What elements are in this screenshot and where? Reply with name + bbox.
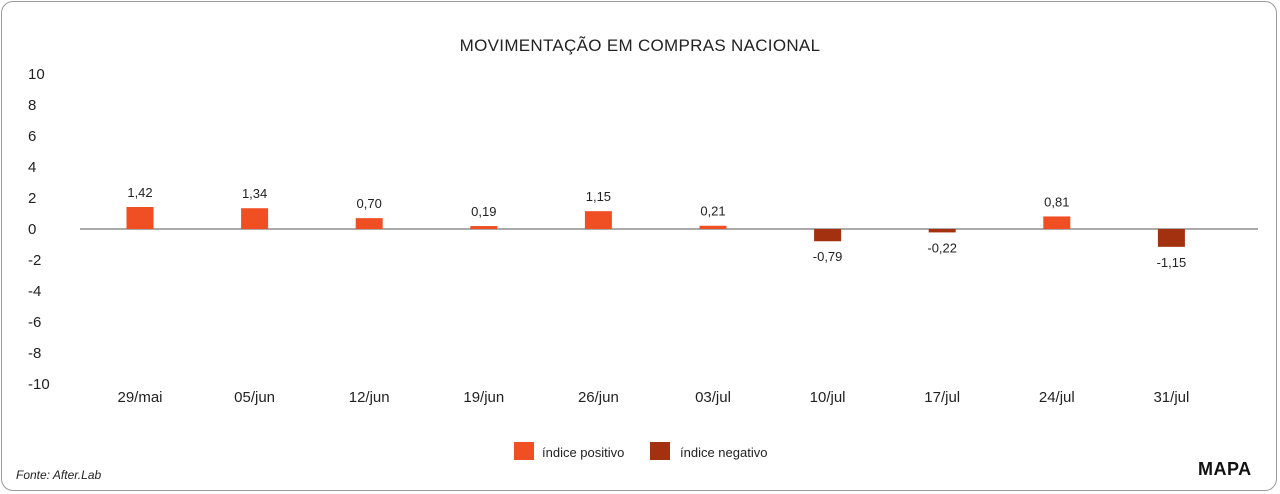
x-tick-label: 31/jul bbox=[1153, 389, 1189, 406]
legend-swatch-positive bbox=[514, 442, 534, 460]
data-label: 0,19 bbox=[471, 204, 496, 219]
data-label: 0,70 bbox=[357, 196, 382, 211]
x-tick-label: 29/mai bbox=[117, 389, 162, 406]
x-tick-label: 12/jun bbox=[349, 389, 390, 406]
data-label: 0,21 bbox=[700, 204, 725, 219]
bar bbox=[241, 208, 269, 229]
brand-logo: MAPA bbox=[1198, 459, 1252, 479]
x-axis: 29/mai 05/jun 12/jun 19/jun 26/jun 03/jul 10/j… bbox=[117, 389, 1189, 406]
source-note: Fonte: After.Lab bbox=[16, 468, 102, 482]
x-tick-label: 03/jul bbox=[695, 389, 731, 406]
legend: índice positivo índice negativo bbox=[514, 442, 767, 460]
y-tick-label: 2 bbox=[28, 190, 36, 207]
bars-group: 1,42 1,34 0,70 0,19 1,15 0,21 -0,79 -0,22 0,81 -1… bbox=[126, 185, 1187, 270]
data-label: 1,42 bbox=[127, 185, 152, 200]
x-tick-label: 26/jun bbox=[578, 389, 619, 406]
x-tick-label: 17/jul bbox=[924, 389, 960, 406]
y-tick-label: 0 bbox=[28, 221, 36, 238]
y-tick-label: -4 bbox=[28, 283, 41, 300]
y-tick-label: -6 bbox=[28, 314, 41, 331]
x-tick-label: 24/jul bbox=[1039, 389, 1075, 406]
bar bbox=[1043, 216, 1071, 229]
data-label: -0,22 bbox=[927, 240, 957, 255]
bar bbox=[814, 229, 842, 242]
bar bbox=[1157, 229, 1185, 247]
x-tick-label: 19/jun bbox=[463, 389, 504, 406]
data-label: -0,79 bbox=[813, 249, 843, 264]
bar bbox=[126, 206, 154, 229]
y-tick-label: 10 bbox=[28, 66, 45, 83]
y-tick-label: -8 bbox=[28, 345, 41, 362]
y-tick-label: 6 bbox=[28, 128, 36, 145]
y-tick-label: -10 bbox=[28, 376, 50, 393]
bar bbox=[584, 211, 612, 229]
bar bbox=[699, 225, 727, 229]
legend-label-negative: índice negativo bbox=[680, 445, 767, 460]
data-label: -1,15 bbox=[1157, 255, 1187, 270]
y-tick-label: -2 bbox=[28, 252, 41, 269]
bar bbox=[355, 218, 383, 229]
legend-swatch-negative bbox=[650, 442, 670, 460]
x-tick-label: 10/jul bbox=[810, 389, 846, 406]
bar bbox=[470, 226, 498, 229]
data-label: 1,15 bbox=[586, 189, 611, 204]
data-label: 0,81 bbox=[1044, 194, 1069, 209]
data-label: 1,34 bbox=[242, 186, 267, 201]
x-tick-label: 05/jun bbox=[234, 389, 275, 406]
chart-title: MOVIMENTAÇÃO EM COMPRAS NACIONAL bbox=[460, 36, 821, 55]
y-tick-label: 4 bbox=[28, 159, 36, 176]
y-tick-label: 8 bbox=[28, 97, 36, 114]
legend-label-positive: índice positivo bbox=[542, 445, 624, 460]
y-axis: 10 8 6 4 2 0 -2 -4 -6 -8 -10 bbox=[28, 66, 50, 393]
bar bbox=[928, 229, 956, 233]
